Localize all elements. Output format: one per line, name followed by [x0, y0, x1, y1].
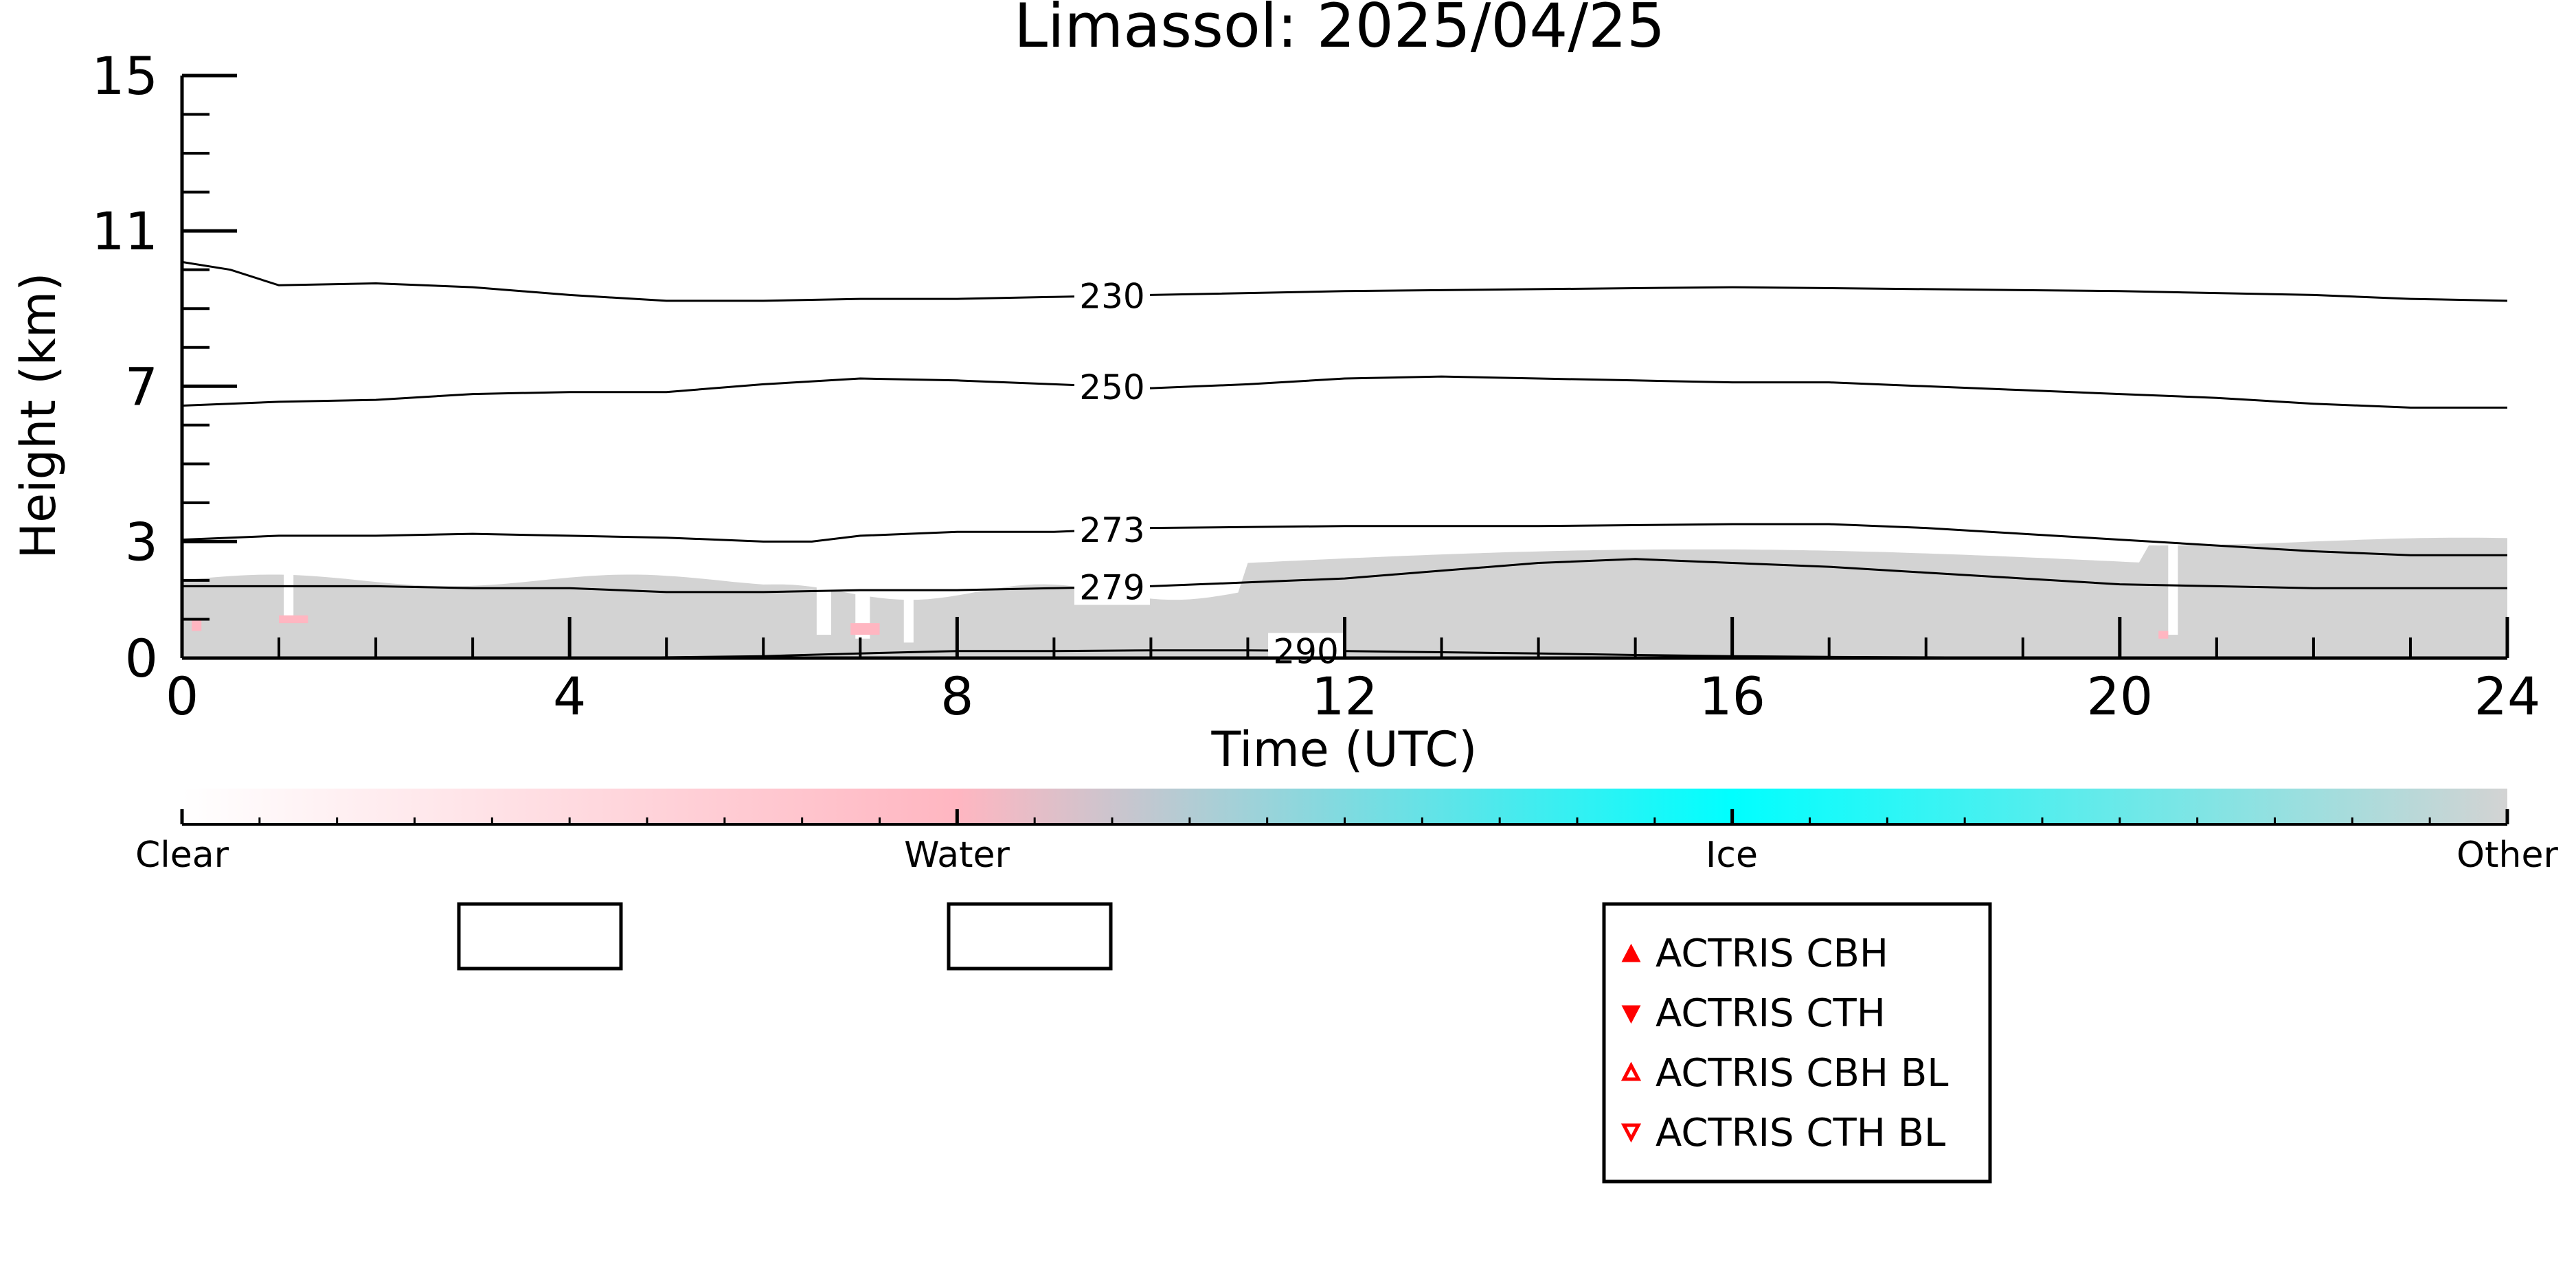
contour-label-bg	[1074, 278, 1150, 314]
y-tick-label: 3	[125, 511, 158, 572]
empty-legend-box-1	[457, 902, 623, 971]
legend-frame	[1602, 902, 1992, 1184]
contour-label-273: 273	[1079, 510, 1144, 550]
colorbar-label-clear: Clear	[135, 835, 229, 876]
contour-line-273	[181, 523, 2507, 556]
clear-gap	[816, 580, 831, 635]
contour-label-bg	[1074, 569, 1150, 605]
legend-entry-cbh-bl: ACTRIS CBH BL	[1620, 1051, 1948, 1096]
colorbar-label-other: Other	[2456, 835, 2558, 876]
x-tick-label: 16	[1699, 666, 1765, 727]
clear-gap	[2168, 534, 2178, 635]
colorbar-ticks	[180, 809, 2509, 826]
contour-label-bg	[1268, 633, 1344, 669]
colorbar-label-water: Water	[904, 835, 1010, 876]
x-tick-label: 4	[553, 666, 586, 727]
x-tick-label: 8	[940, 666, 973, 727]
empty-legend-box-2	[947, 902, 1113, 971]
clear-gap	[903, 580, 914, 643]
x-tick-label: 0	[166, 666, 199, 727]
water-echo-patch	[850, 623, 880, 635]
y-tick-label: 15	[91, 45, 158, 106]
temperature-contours: 230 250 273 279 290	[181, 260, 2508, 671]
x-tick-label: 12	[1311, 666, 1378, 727]
x-axis-label: Time (UTC)	[1211, 721, 1478, 778]
x-tick-label: 20	[2086, 666, 2153, 727]
legend-entry-cth-bl: ACTRIS CTH BL	[1620, 1111, 1945, 1155]
legend-label-cth: ACTRIS CTH	[1656, 991, 1886, 1036]
clear-gap	[284, 572, 294, 620]
other-echo-region	[182, 537, 2507, 658]
plot-axes: 0 3 7 11 15 0 4 8 12 16 20 24	[91, 45, 2540, 727]
triangle-down-filled-icon	[1621, 1005, 1641, 1024]
contour-line-230	[181, 260, 2508, 302]
water-echo-patch	[192, 619, 202, 631]
triangle-up-open-icon	[1620, 1061, 1642, 1081]
y-tick-label: 7	[125, 356, 158, 417]
contour-label-279: 279	[1079, 568, 1144, 608]
plot-area: 230 250 273 279 290 0 3 7 11 15 0 4 8 12 16 20 24	[91, 45, 2540, 727]
legend-entry-cth: ACTRIS CTH	[1621, 991, 1886, 1036]
contour-line-279	[182, 558, 2507, 594]
water-echo-patch	[2158, 631, 2169, 639]
contour-label-230: 230	[1079, 277, 1144, 317]
triangle-down-open-icon	[1620, 1123, 1642, 1143]
y-tick-label: 11	[91, 201, 158, 262]
y-axis-label: Height (km)	[10, 273, 67, 559]
legend-label-cbh: ACTRIS CBH	[1656, 931, 1888, 976]
x-tick-label: 24	[2474, 666, 2541, 727]
legend-label-cbh-bl: ACTRIS CBH BL	[1656, 1051, 1948, 1096]
contour-label-bg	[1074, 368, 1150, 405]
contour-line-250	[181, 375, 2507, 409]
y-tick-label: 0	[125, 628, 158, 689]
contour-label-290: 290	[1273, 631, 1338, 671]
legend-entry-cbh: ACTRIS CBH	[1621, 931, 1888, 976]
colorbar: Clear Water Ice Other	[135, 789, 2558, 876]
chart-title: Limassol: 2025/04/25	[1014, 0, 1665, 61]
legend-label-cth-bl: ACTRIS CTH BL	[1656, 1111, 1945, 1155]
triangle-up-filled-icon	[1621, 943, 1641, 962]
contour-label-bg	[1074, 511, 1150, 547]
colorbar-label-ice: Ice	[1706, 835, 1758, 876]
contour-label-250: 250	[1079, 368, 1144, 407]
cloud-field	[182, 534, 2507, 658]
water-echo-patch	[279, 615, 308, 624]
legend: ACTRIS CBH ACTRIS CTH ACTRIS CBH BL ACTR…	[1602, 902, 1992, 1184]
